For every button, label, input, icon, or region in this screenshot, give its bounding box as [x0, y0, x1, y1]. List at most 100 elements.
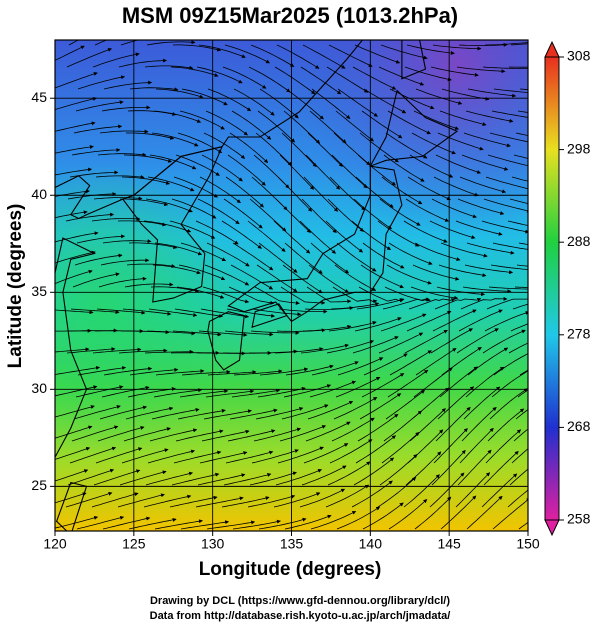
- streamline: [226, 308, 276, 318]
- streamline: [329, 439, 373, 464]
- streamline: [406, 44, 455, 55]
- streamline: [489, 132, 528, 143]
- streamline: [491, 110, 528, 118]
- streamline: [66, 47, 113, 68]
- streamline: [441, 347, 482, 376]
- streamline: [412, 264, 460, 281]
- streamline: [197, 473, 246, 486]
- streamline: [431, 198, 477, 219]
- streamline: [508, 342, 528, 354]
- streamline: [388, 499, 428, 530]
- streamline: [95, 175, 145, 179]
- streamline: [71, 147, 121, 156]
- streamline: [65, 491, 113, 508]
- streamline: [92, 347, 142, 354]
- streamline: [282, 264, 323, 294]
- streamline: [385, 389, 426, 420]
- streamline: [98, 276, 147, 288]
- streamline: [484, 42, 528, 46]
- streamline: [309, 380, 357, 398]
- streamline: [481, 473, 518, 508]
- streamline: [459, 427, 494, 464]
- streamline: [155, 88, 204, 99]
- streamline: [279, 425, 327, 442]
- colorbar-tick-label: 308: [567, 48, 591, 64]
- streamline: [206, 242, 250, 267]
- streamline: [362, 242, 405, 269]
- streamline: [223, 198, 263, 229]
- streamline: [178, 264, 226, 281]
- streamline: [55, 210, 88, 219]
- streamline: [93, 469, 141, 486]
- streamline: [76, 234, 126, 244]
- streamline: [408, 298, 456, 310]
- streamline: [77, 75, 126, 90]
- streamline: [143, 220, 192, 233]
- plot-area: [55, 40, 528, 531]
- streamline: [309, 110, 347, 144]
- streamline: [413, 367, 453, 398]
- streamline: [357, 413, 399, 442]
- streamline: [147, 449, 196, 464]
- streamline: [73, 124, 123, 134]
- streamline: [483, 450, 519, 486]
- streamline: [486, 298, 528, 310]
- x-tick-label: 125: [122, 536, 146, 552]
- streamline: [129, 87, 179, 92]
- streamline: [337, 88, 378, 117]
- streamline: [250, 330, 300, 335]
- streamline: [55, 405, 95, 418]
- streamline: [55, 309, 94, 315]
- colorbar-extend-top: [544, 40, 560, 58]
- streamline: [66, 347, 116, 354]
- streamline: [414, 242, 461, 262]
- streamline: [70, 308, 120, 315]
- streamline: [285, 364, 334, 376]
- x-tick-label: 150: [516, 536, 540, 552]
- streamline: [97, 152, 147, 157]
- streamline: [252, 308, 302, 317]
- streamline: [337, 357, 384, 376]
- streamline: [99, 405, 148, 420]
- streamlines: [55, 40, 528, 530]
- streamline: [149, 154, 197, 170]
- colorbar-tick-label: 298: [567, 140, 591, 156]
- streamline: [202, 286, 250, 304]
- streamline: [435, 154, 482, 174]
- streamline: [195, 220, 239, 245]
- streamline: [507, 220, 528, 226]
- streamline: [385, 132, 428, 159]
- streamline: [389, 350, 432, 376]
- streamline: [179, 389, 229, 398]
- streamline: [203, 409, 252, 420]
- streamline: [407, 176, 451, 201]
- streamline: [299, 220, 337, 254]
- streamline: [195, 496, 244, 508]
- streamline: [55, 269, 93, 285]
- streamline: [307, 401, 354, 420]
- streamline: [152, 264, 201, 275]
- streamline: [439, 110, 487, 127]
- streamline: [181, 369, 231, 376]
- streamline: [229, 132, 269, 164]
- streamline: [144, 349, 194, 354]
- streamline: [258, 517, 307, 530]
- x-tick-label: 140: [359, 536, 383, 552]
- streamline: [69, 170, 119, 178]
- streamline: [310, 242, 350, 274]
- streamline: [258, 242, 298, 273]
- streamline: [276, 44, 320, 69]
- streamline: [154, 519, 203, 530]
- y-tick-label: 45: [31, 89, 47, 105]
- colorbar-extend-bottom: [544, 519, 560, 537]
- streamline: [513, 154, 528, 159]
- streamline: [491, 368, 528, 398]
- streamline: [101, 385, 150, 398]
- streamline: [171, 198, 217, 219]
- streamline: [224, 330, 274, 337]
- streamline: [55, 45, 85, 61]
- streamline: [405, 198, 450, 222]
- streamline: [76, 515, 125, 530]
- streamline: [231, 110, 272, 140]
- streamline: [299, 488, 346, 508]
